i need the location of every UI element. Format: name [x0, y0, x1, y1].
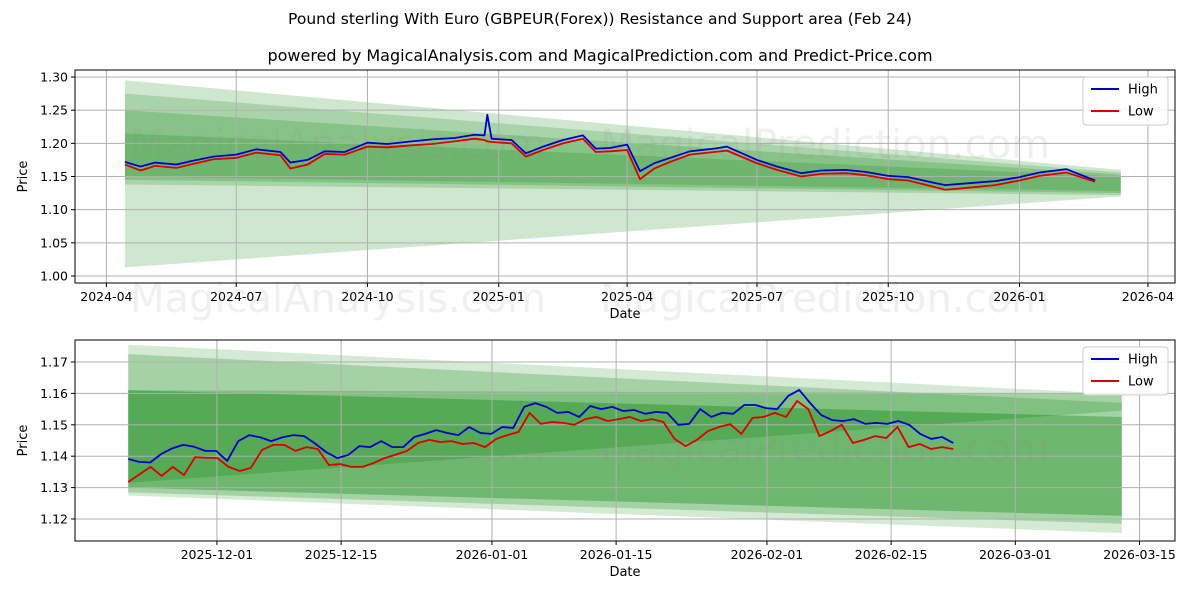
legend-label-high: High: [1128, 83, 1158, 98]
y-tick-label: 1.20: [40, 136, 68, 151]
legend-label-high: High: [1128, 353, 1158, 368]
x-tick-label: 2024-07: [210, 289, 262, 304]
plot-frame: [74, 69, 1176, 284]
support-resistance-band: [128, 344, 1122, 534]
low-price-line: [124, 137, 1096, 191]
y-tick-label: 1.25: [40, 103, 68, 118]
x-axis-label: Date: [609, 565, 640, 580]
y-tick-label: 1.30: [40, 70, 68, 85]
x-tick-label: 2025-01: [473, 289, 525, 304]
high-price-line: [128, 389, 954, 464]
x-tick-label: 2025-12-01: [181, 547, 254, 562]
y-axis-label: Price: [16, 161, 31, 193]
y-tick-label: 1.10: [40, 202, 68, 217]
chart-title: Pound sterling With Euro (GBPEUR(Forex))…: [288, 10, 912, 28]
x-tick-label: 2026-02-01: [731, 547, 804, 562]
y-tick-label: 1.13: [40, 480, 68, 495]
y-tick-label: 1.00: [40, 268, 68, 283]
y-tick-label: 1.16: [40, 386, 68, 401]
x-tick-label: 2026-03-01: [979, 547, 1052, 562]
chart-1: 1.00 1.05 1.10 1.15 1.20 1.25 1.30 2024-04 2024-…: [16, 69, 1176, 322]
support-resistance-band: [124, 80, 1121, 268]
x-tick-label: 2026-01: [993, 289, 1045, 304]
legend: High Low: [1082, 346, 1169, 396]
legend-label-low: Low: [1128, 105, 1154, 120]
watermark-text: MagicalPrediction.com: [600, 276, 1050, 322]
x-tick-label: 2026-02-15: [855, 547, 928, 562]
y-tick-label: 1.05: [40, 235, 68, 250]
x-tick-label: 2025-07: [731, 289, 783, 304]
x-tick-label: 2026-04: [1122, 289, 1174, 304]
low-price-line: [127, 400, 954, 483]
support-resistance-band: [124, 93, 1121, 196]
x-axis-label: Date: [609, 307, 640, 322]
watermark-text: MagicalAnalysis.com: [130, 276, 546, 322]
y-tick-label: 1.14: [40, 449, 68, 464]
watermark-text: MagicalAnalysis.com: [130, 122, 546, 168]
chart-subtitle: powered by MagicalAnalysis.com and Magic…: [267, 46, 933, 65]
support-resistance-band: [128, 354, 1122, 524]
legend-label-low: Low: [1128, 375, 1154, 390]
x-tick-label: 2025-04: [601, 289, 653, 304]
y-tick-label: 1.15: [40, 169, 68, 184]
y-tick-label: 1.12: [40, 512, 68, 527]
x-tick-label: 2024-10: [341, 289, 393, 304]
support-resistance-band: [128, 390, 1122, 483]
support-resistance-band: [128, 390, 1122, 516]
chart-2: 1.12 1.13 1.14 1.15 1.16 1.17 2025-12-01 2025-1…: [16, 339, 1176, 580]
x-tick-label: 2025-12-15: [305, 547, 378, 562]
x-tick-label: 2024-04: [80, 289, 132, 304]
y-axis-label: Price: [16, 425, 31, 457]
x-tick-label: 2026-01-01: [456, 547, 529, 562]
y-tick-label: 1.17: [40, 354, 68, 369]
plot-frame: [74, 339, 1176, 542]
y-tick-label: 1.15: [40, 417, 68, 432]
legend: High Low: [1082, 76, 1169, 126]
high-price-line: [124, 113, 1096, 187]
x-tick-label: 2026-03-15: [1103, 547, 1176, 562]
x-tick-label: 2025-10: [862, 289, 914, 304]
x-tick-label: 2026-01-15: [580, 547, 653, 562]
watermark-text: MagicalPrediction.com: [600, 122, 1050, 168]
